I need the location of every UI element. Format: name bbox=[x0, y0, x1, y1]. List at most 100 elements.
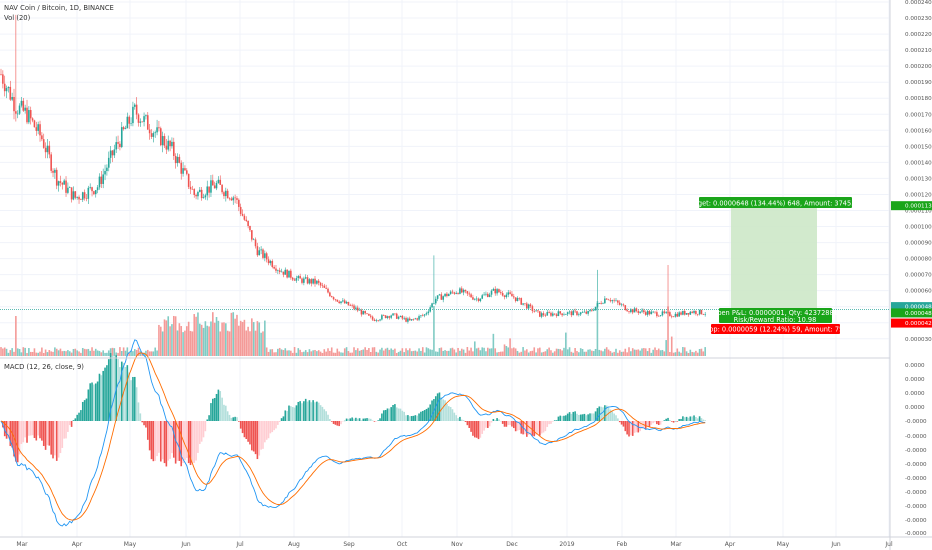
volume-bar bbox=[611, 352, 614, 356]
target-label-text: Target: 0.0000648 (134.44%) 648, Amount:… bbox=[687, 200, 861, 208]
volume-bar bbox=[654, 347, 656, 356]
macd-hist-bar bbox=[604, 405, 606, 421]
candle-body bbox=[371, 316, 374, 320]
candle-body bbox=[427, 311, 430, 314]
candle-body bbox=[475, 298, 478, 300]
macd-axis[interactable]: 0.0000 0.0000 0.0000 0.0000 -0.0000 -0.0000 -0… bbox=[905, 363, 927, 537]
candle-body bbox=[115, 142, 117, 150]
candle-body bbox=[141, 121, 144, 123]
macd-tick-label: -0.0000 bbox=[905, 419, 927, 425]
macd-hist-bar bbox=[386, 408, 389, 421]
macd-hist-bar bbox=[576, 413, 578, 421]
macd-hist-bar bbox=[310, 402, 313, 421]
volume-bar bbox=[271, 349, 274, 356]
volume-bar bbox=[48, 350, 51, 356]
volume-bar bbox=[650, 352, 653, 356]
candle-body bbox=[570, 311, 573, 316]
volume-bar bbox=[178, 323, 181, 356]
macd-hist-bar bbox=[650, 421, 653, 425]
volume-bar bbox=[475, 348, 478, 356]
volume-bar bbox=[639, 350, 641, 356]
volume-bar bbox=[620, 351, 623, 356]
candle-body bbox=[327, 288, 329, 293]
candle-body bbox=[228, 198, 231, 199]
macd-hist-bar bbox=[366, 418, 368, 421]
macd-legend[interactable]: MACD (12, 26, close, 9) bbox=[4, 363, 84, 371]
volume-bar bbox=[342, 352, 344, 356]
volume-bar bbox=[117, 352, 119, 356]
volume-bar bbox=[290, 350, 292, 356]
volume-bars bbox=[0, 301, 706, 356]
macd-hist-bar bbox=[388, 408, 391, 421]
volume-bar bbox=[145, 350, 147, 356]
macd-hist-bar bbox=[607, 407, 610, 421]
candle-body bbox=[310, 279, 313, 284]
volume-bar bbox=[657, 348, 660, 356]
stop-label[interactable]: Stop: 0.0000059 (12.24%) 59, Amount: 750 bbox=[703, 324, 848, 334]
candle-body bbox=[522, 303, 524, 305]
volume-bar bbox=[581, 349, 584, 356]
candle-body bbox=[604, 298, 606, 304]
volume-bar bbox=[68, 351, 71, 356]
macd-hist-bar bbox=[334, 421, 337, 425]
macd-tick-label: 0.0000 bbox=[905, 405, 925, 411]
volume-bar bbox=[513, 347, 515, 356]
volume-bar bbox=[579, 348, 582, 356]
volume-bar bbox=[617, 352, 619, 356]
volume-bar bbox=[659, 350, 662, 356]
macd-hist-bar bbox=[682, 416, 684, 421]
candle-body bbox=[425, 313, 428, 315]
candle-body bbox=[111, 150, 114, 156]
candle-body bbox=[362, 311, 365, 315]
macd-hist-bar bbox=[191, 421, 194, 464]
macd-hist-bar bbox=[557, 416, 560, 421]
candle-body bbox=[219, 179, 222, 185]
volume-bar bbox=[243, 319, 246, 356]
volume-bar bbox=[18, 349, 21, 356]
target-label[interactable]: Target: 0.0000648 (134.44%) 648, Amount:… bbox=[687, 197, 862, 208]
candle-body bbox=[215, 182, 218, 189]
candle-body bbox=[249, 226, 251, 231]
macd-hist-bar bbox=[239, 421, 242, 429]
candle-body bbox=[33, 120, 36, 128]
candle-body bbox=[583, 311, 586, 313]
macd-hist-bar bbox=[646, 421, 649, 427]
volume-bar bbox=[72, 348, 75, 356]
macd-hist-bar bbox=[96, 381, 99, 421]
candle-body bbox=[26, 107, 28, 123]
macd-hist-bar bbox=[596, 408, 599, 421]
volume-bar bbox=[189, 330, 192, 356]
volume-bar bbox=[96, 350, 99, 356]
macd-hist-bar bbox=[31, 421, 34, 436]
volume-legend[interactable]: Vol (20) bbox=[4, 14, 31, 22]
symbol-title[interactable]: NAV Coin / Bitcoin, 1D, BINANCE bbox=[4, 4, 114, 12]
candle-body bbox=[334, 299, 337, 300]
candle-body bbox=[48, 145, 51, 155]
macd-hist-bar bbox=[546, 421, 549, 427]
candle-body bbox=[193, 189, 196, 195]
candle-body bbox=[553, 313, 556, 315]
candle-body bbox=[418, 316, 420, 320]
volume-bar bbox=[340, 352, 342, 356]
volume-bar bbox=[622, 351, 625, 356]
open-pnl-label-bg bbox=[719, 308, 832, 323]
candle-body bbox=[347, 301, 350, 306]
macd-hist-bar bbox=[420, 411, 422, 421]
macd-hist-bar bbox=[269, 421, 272, 434]
volume-bar bbox=[217, 320, 220, 356]
volume-bar bbox=[431, 349, 433, 356]
volume-bar bbox=[531, 350, 534, 356]
candle-body bbox=[319, 282, 322, 286]
macd-tick-label: -0.0000 bbox=[905, 476, 927, 482]
candle-body bbox=[585, 311, 588, 314]
macd-hist-bar bbox=[225, 405, 227, 421]
macd-hist-bar bbox=[314, 402, 316, 421]
open-pnl-label[interactable]: Open P&L: 0.0000001, Qty: 42372881 Risk/… bbox=[712, 308, 838, 324]
time-axis[interactable]: Mar Apr May Jun Jul Aug Sep Oct Nov Dec 2019 Feb Mar… bbox=[16, 541, 893, 548]
candle-body bbox=[542, 313, 545, 316]
candle-body bbox=[503, 295, 506, 298]
volume-bar bbox=[349, 352, 352, 356]
candle-body bbox=[550, 312, 552, 316]
